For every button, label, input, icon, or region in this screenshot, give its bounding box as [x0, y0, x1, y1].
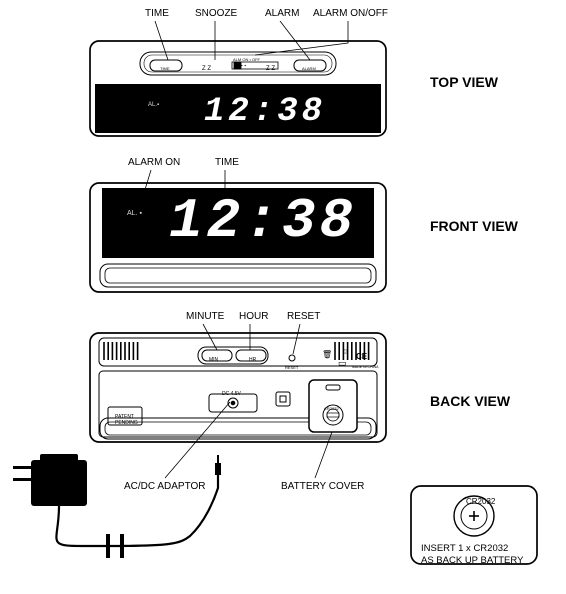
insert1: INSERT 1 x CR2032 [421, 543, 508, 554]
insert2: AS BACK UP BATTERY [421, 555, 523, 566]
tiny-box: ▭ [338, 358, 347, 369]
cr2032: CR2032 [466, 497, 495, 506]
alarm_on: ALARM ON [128, 157, 180, 168]
back_view: BACK VIEW [430, 393, 510, 409]
hour: HOUR [239, 311, 268, 322]
reset: RESET [287, 311, 320, 322]
tiny-patent2: PENDING [115, 420, 138, 426]
minute: MINUTE [186, 311, 224, 322]
tiny-min_btn: MIN [209, 357, 218, 363]
clock-front: 12:38 [169, 189, 357, 253]
tiny-al_ind_top: AL.▪ [148, 102, 159, 108]
tiny-ce: CE [356, 352, 367, 361]
snooze_top: SNOOZE [195, 8, 237, 19]
tiny-al_ind_front: AL. ▪ [127, 210, 142, 217]
tiny-panel_time: TIME [160, 66, 170, 71]
tiny-bin: 🗑 [322, 350, 332, 359]
tiny-recyc: ♲ [342, 348, 348, 356]
time_front: TIME [215, 157, 239, 168]
tiny-panel_zz1: Z Z [202, 66, 211, 72]
tiny-panel_onoff: ALM ON • OFF [233, 57, 260, 62]
acdc: AC/DC ADAPTOR [124, 481, 206, 492]
tiny-dc45v: DC 4.5V [222, 391, 241, 397]
clock-top: 12:38 [204, 93, 326, 131]
batt_cover: BATTERY COVER [281, 481, 364, 492]
tiny-cr_small: CR2032 [324, 406, 339, 411]
tiny-made: MADE IN CHINA [352, 365, 378, 369]
tiny-hr_btn: HR [249, 357, 256, 363]
alarm_top: ALARM [265, 8, 299, 19]
front_view: FRONT VIEW [430, 218, 518, 234]
tiny-panel_alarm: ALARM [302, 66, 316, 71]
top_view: TOP VIEW [430, 74, 498, 90]
time_top: TIME [145, 8, 169, 19]
tiny-panel_zz2: Z Z [266, 66, 275, 72]
alarm_onoff_top: ALARM ON/OFF [313, 8, 388, 19]
tiny-reset_btn: RESET [285, 365, 298, 370]
